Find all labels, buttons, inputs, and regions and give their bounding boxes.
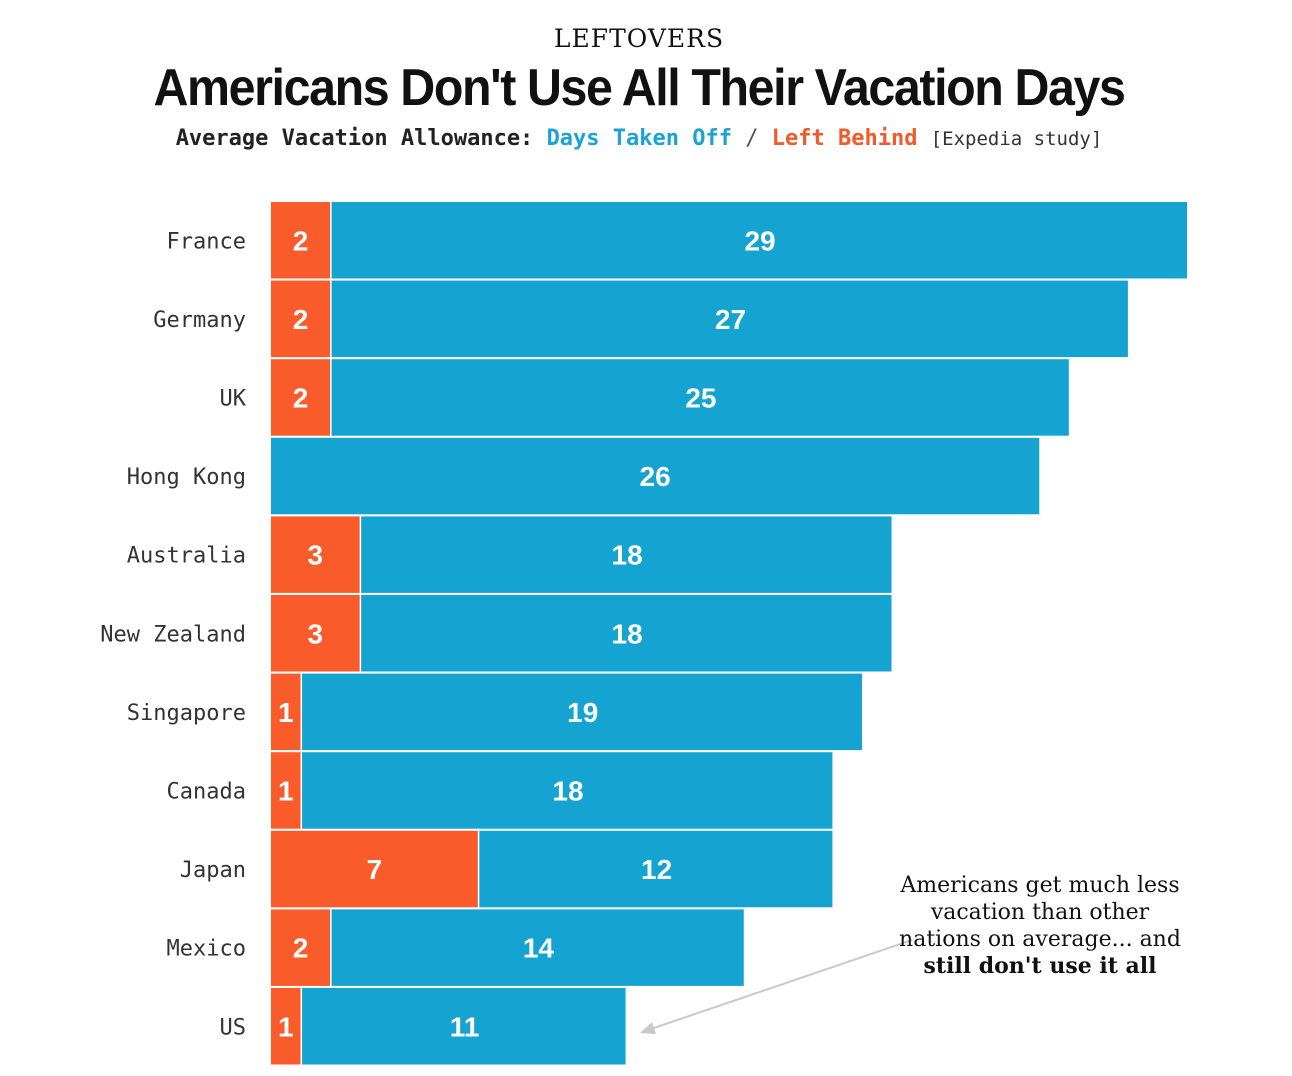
value-left-behind-uk: 2 bbox=[293, 382, 309, 413]
value-left-behind-australia: 3 bbox=[308, 540, 324, 571]
country-label-australia: Australia bbox=[127, 544, 246, 569]
value-days-taken-france: 29 bbox=[744, 225, 775, 256]
value-days-taken-australia: 18 bbox=[612, 540, 643, 571]
value-days-taken-hong-kong: 26 bbox=[640, 461, 671, 492]
value-days-taken-mexico: 14 bbox=[523, 933, 555, 964]
value-left-behind-us: 1 bbox=[278, 1011, 294, 1042]
bar-days-taken-hong-kong bbox=[271, 437, 1040, 515]
value-days-taken-germany: 27 bbox=[715, 304, 746, 335]
value-left-behind-singapore: 1 bbox=[278, 697, 294, 728]
country-label-germany: Germany bbox=[153, 308, 246, 333]
value-left-behind-canada: 1 bbox=[278, 775, 294, 806]
value-left-behind-mexico: 2 bbox=[293, 933, 309, 964]
bar-days-taken-germany bbox=[331, 280, 1128, 358]
country-label-mexico: Mexico bbox=[167, 937, 246, 962]
country-label-singapore: Singapore bbox=[127, 701, 246, 726]
annotation-plain: Americans get much less vacation than ot… bbox=[899, 873, 1181, 952]
bar-left-behind-new-zealand bbox=[271, 595, 360, 672]
bar-left-behind-australia bbox=[271, 516, 360, 593]
bar-days-taken-canada bbox=[302, 752, 833, 829]
value-days-taken-japan: 12 bbox=[641, 854, 672, 885]
country-label-france: France bbox=[167, 229, 246, 254]
subtitle-slash: / bbox=[745, 126, 759, 151]
value-left-behind-new-zealand: 3 bbox=[308, 618, 324, 649]
bar-left-behind-japan bbox=[271, 830, 478, 908]
source-note: [Expedia study] bbox=[930, 128, 1103, 150]
country-label-hong-kong: Hong Kong bbox=[127, 465, 246, 490]
legend-days-taken: Days Taken Off bbox=[546, 126, 732, 151]
country-label-us: US bbox=[220, 1015, 247, 1040]
annotation-arrow bbox=[640, 939, 913, 1034]
value-days-taken-singapore: 19 bbox=[567, 697, 598, 728]
bar-left-behind-mexico bbox=[271, 909, 331, 986]
value-days-taken-canada: 18 bbox=[552, 775, 583, 806]
bar-days-taken-australia bbox=[361, 516, 892, 593]
chart-subtitle: Average Vacation Allowance: Days Taken O… bbox=[0, 126, 1278, 151]
subtitle-prefix: Average Vacation Allowance: bbox=[175, 126, 534, 151]
bar-left-behind-canada bbox=[271, 752, 301, 829]
bar-days-taken-japan bbox=[479, 830, 833, 908]
bar-days-taken-us bbox=[302, 988, 626, 1065]
value-left-behind-germany: 2 bbox=[293, 304, 309, 335]
annotation-arrow-line bbox=[647, 939, 913, 1031]
bar-left-behind-us bbox=[271, 988, 301, 1065]
bar-left-behind-uk bbox=[271, 359, 331, 436]
country-label-new-zealand: New Zealand bbox=[100, 622, 246, 647]
value-days-taken-us: 11 bbox=[450, 1011, 480, 1042]
country-label-uk: UK bbox=[220, 386, 247, 411]
bar-left-behind-singapore bbox=[271, 673, 301, 751]
value-left-behind-france: 2 bbox=[293, 225, 309, 256]
bar-days-taken-new-zealand bbox=[361, 595, 892, 672]
country-label-japan: Japan bbox=[180, 858, 246, 883]
bar-days-taken-mexico bbox=[331, 909, 744, 986]
bar-days-taken-france bbox=[331, 202, 1187, 279]
value-days-taken-new-zealand: 18 bbox=[612, 618, 643, 649]
bar-days-taken-singapore bbox=[302, 673, 862, 751]
value-days-taken-uk: 25 bbox=[685, 382, 716, 413]
annotation-text: Americans get much less vacation than ot… bbox=[890, 872, 1190, 980]
bar-left-behind-germany bbox=[271, 280, 331, 358]
legend-left-behind: Left Behind bbox=[771, 126, 918, 151]
value-left-behind-japan: 7 bbox=[367, 854, 383, 885]
chart-kicker: LEFTOVERS bbox=[553, 24, 725, 53]
annotation-arrowhead bbox=[640, 1022, 656, 1034]
bar-days-taken-uk bbox=[331, 359, 1069, 436]
chart-title: Americans Don't Use All Their Vacation D… bbox=[153, 59, 1125, 117]
country-label-canada: Canada bbox=[167, 779, 246, 804]
bar-left-behind-france bbox=[271, 202, 331, 279]
annotation-bold: still don't use it all bbox=[923, 953, 1157, 979]
